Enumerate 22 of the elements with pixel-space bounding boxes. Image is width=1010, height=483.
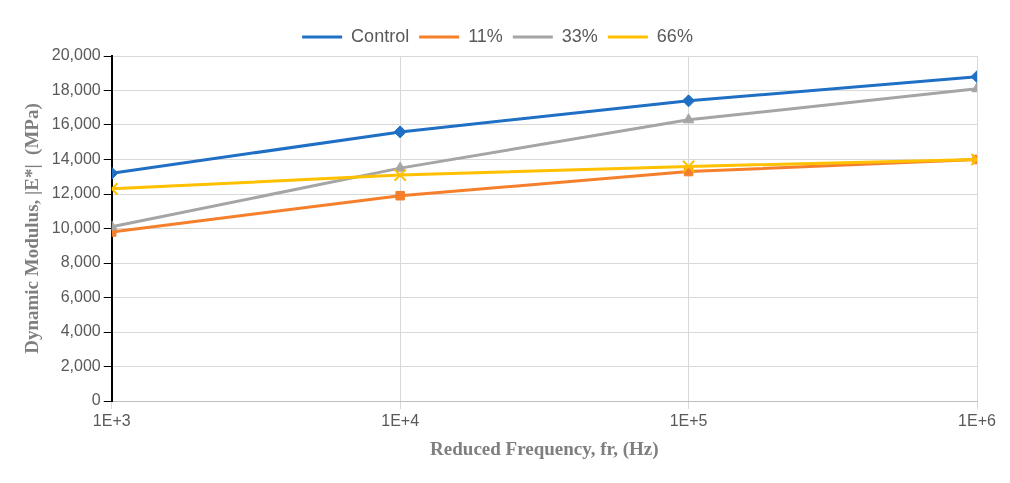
y-tick-label: 2,000 (60, 356, 101, 374)
y-tick-label: 18,000 (51, 80, 101, 98)
y-tick-label: 20,000 (51, 46, 101, 64)
y-tick-label: 14,000 (51, 149, 101, 167)
y-tick-label: 10,000 (51, 218, 101, 236)
legend-label: 11% (468, 25, 503, 46)
x-tick-label: 1E+6 (958, 412, 997, 430)
point (395, 190, 405, 201)
x-axis-title: Reduced Frequency, fr, (Hz) (430, 437, 659, 460)
y-tick-label: 4,000 (60, 322, 101, 340)
y-tick-label: 16,000 (51, 115, 101, 133)
x-tick-label: 1E+5 (669, 412, 708, 430)
x-tick-label: 1E+3 (92, 412, 131, 430)
x-tick-label: 1E+4 (381, 412, 420, 430)
y-tick-label: 12,000 (51, 184, 101, 202)
legend-label: 33% (561, 25, 598, 46)
legend-label: Control (351, 25, 410, 46)
y-tick-label: 0 (91, 391, 101, 409)
y-axis-title: Dynamic Modulus, |E*| (MPa) (21, 103, 44, 354)
y-tick-label: 8,000 (60, 253, 101, 271)
y-tick-label: 6,000 (60, 287, 101, 305)
legend-label: 66% (656, 25, 693, 46)
